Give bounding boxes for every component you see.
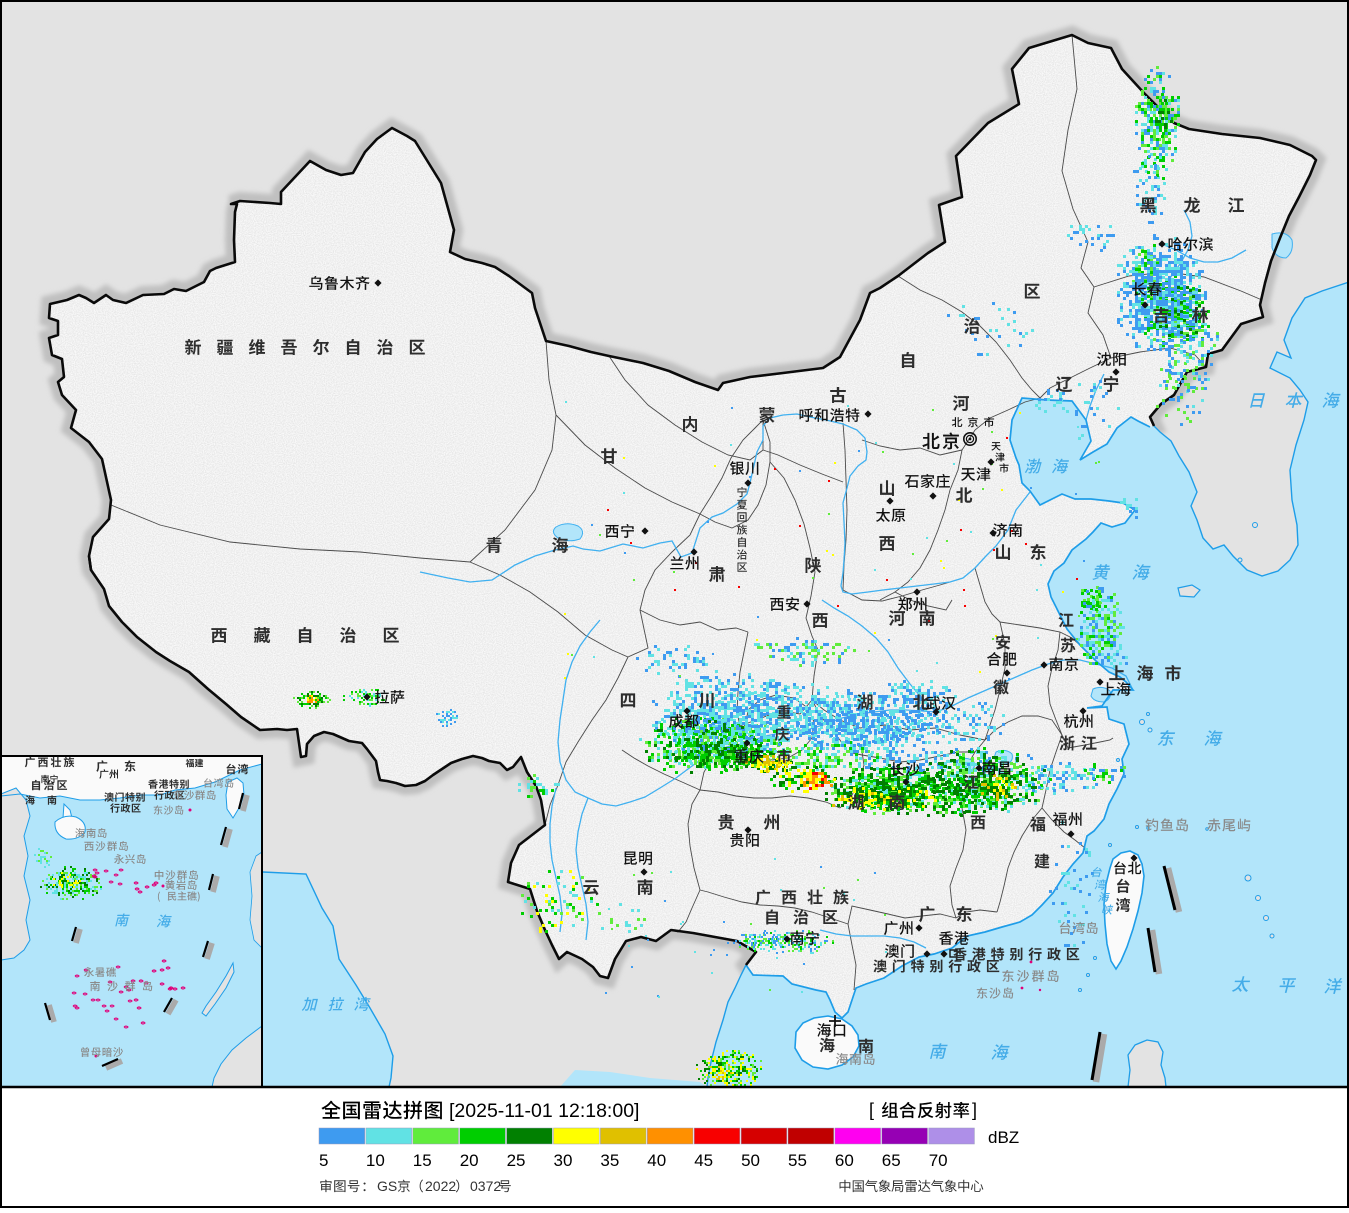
svg-text:20: 20 <box>460 1151 479 1170</box>
svg-text:15: 15 <box>413 1151 432 1170</box>
svg-text:45: 45 <box>694 1151 713 1170</box>
svg-text:GS: GS <box>377 1178 397 1194</box>
svg-text:[2025-11-01 12:18:00]: [2025-11-01 12:18:00] <box>449 1100 639 1122</box>
svg-text:10: 10 <box>366 1151 385 1170</box>
svg-text:dBZ: dBZ <box>988 1128 1019 1147</box>
svg-text:55: 55 <box>788 1151 807 1170</box>
svg-text:30: 30 <box>554 1151 573 1170</box>
svg-text:50: 50 <box>741 1151 760 1170</box>
svg-text:60: 60 <box>835 1151 854 1170</box>
svg-text:0372: 0372 <box>470 1178 501 1194</box>
svg-text:25: 25 <box>507 1151 526 1170</box>
svg-text:70: 70 <box>929 1151 948 1170</box>
svg-text:35: 35 <box>600 1151 619 1170</box>
svg-text:65: 65 <box>882 1151 901 1170</box>
svg-text:40: 40 <box>647 1151 666 1170</box>
svg-text:[: [ <box>869 1100 874 1120</box>
svg-text:5: 5 <box>319 1151 328 1170</box>
svg-text:2022: 2022 <box>425 1178 456 1194</box>
svg-text:]: ] <box>972 1100 977 1120</box>
